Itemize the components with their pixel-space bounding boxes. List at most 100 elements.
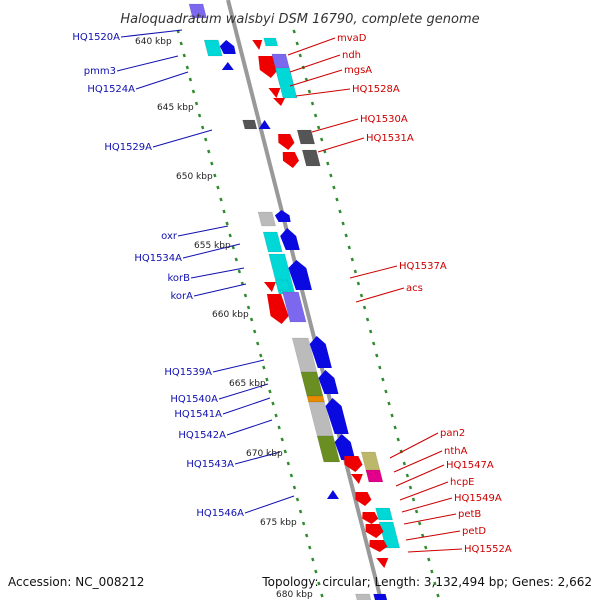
track-tick: [320, 137, 324, 142]
gene-label-left: HQ1546A: [196, 508, 244, 519]
track-tick: [420, 533, 425, 538]
topology-text: Topology: circular; Length: 3,132,494 bp…: [261, 575, 592, 589]
label-connector: [317, 137, 365, 153]
gene-arrow-reverse: [365, 524, 384, 538]
track-tick: [402, 461, 406, 466]
gene-arrow-reverse: [258, 56, 278, 78]
track-tick: [347, 245, 351, 250]
track-tick: [256, 341, 260, 346]
track-tick: [405, 473, 410, 478]
track-tick: [307, 89, 312, 94]
gene-label-left: korB: [167, 273, 190, 284]
track-tick: [378, 365, 382, 370]
gene-label-right: HQ1547A: [446, 460, 494, 471]
track-tick: [326, 161, 330, 166]
kbp-tick-label: 655 kbp: [194, 241, 231, 251]
track-tick: [298, 509, 303, 514]
gene-triangle: [326, 490, 339, 499]
track-tick: [277, 425, 281, 430]
gene-arrow-forward: [309, 336, 332, 368]
track-tick: [375, 353, 379, 358]
track-tick: [286, 461, 290, 466]
track-tick: [216, 185, 220, 190]
gene-block: [373, 593, 388, 600]
track-tick: [249, 317, 254, 322]
gene-arrow-reverse: [266, 294, 289, 324]
track-tick: [314, 569, 318, 574]
label-connector: [226, 419, 273, 436]
track-tick: [390, 413, 394, 418]
track-tick: [289, 473, 294, 478]
gene-block: [282, 291, 307, 323]
label-connector: [287, 37, 336, 56]
track-tick: [207, 149, 211, 154]
track-tick: [359, 293, 364, 298]
gene-arrow-reverse: [362, 512, 379, 524]
gene-label-right: HQ1531A: [366, 133, 414, 144]
track-tick: [396, 437, 400, 442]
gene-triangle: [263, 282, 276, 292]
gene-arrow-reverse: [355, 492, 372, 506]
track-tick: [268, 389, 272, 394]
track-tick: [185, 65, 190, 70]
gene-label-right: acs: [406, 283, 423, 294]
track-tick: [350, 257, 354, 262]
track-tick: [292, 29, 296, 34]
track-tick: [259, 353, 263, 358]
kbp-tick-label: 680 kbp: [276, 590, 313, 600]
gene-label-right: HQ1528A: [352, 84, 400, 95]
track-tick: [317, 581, 321, 586]
track-tick: [304, 533, 309, 538]
gene-label-left: HQ1541A: [174, 409, 222, 420]
gene-label-left: korA: [170, 291, 193, 302]
gene-triangle: [221, 62, 234, 70]
track-tick: [200, 125, 205, 130]
gene-block: [375, 507, 393, 521]
gene-triangle: [350, 474, 363, 484]
track-tick: [436, 593, 440, 598]
gene-triangle: [268, 88, 281, 98]
track-tick: [417, 521, 422, 526]
track-tick: [274, 413, 278, 418]
gene-label-right: pan2: [440, 428, 465, 439]
gene-arrow-forward: [288, 260, 312, 290]
track-tick: [191, 89, 196, 94]
track-tick: [252, 329, 257, 334]
gene-label-right: petD: [462, 526, 486, 537]
gene-label-right: petB: [458, 509, 481, 520]
track-tick: [387, 401, 391, 406]
track-tick: [298, 53, 302, 58]
track-tick: [310, 101, 315, 106]
label-connector: [393, 450, 443, 473]
gene-block: [262, 231, 283, 253]
label-connector: [403, 513, 457, 525]
track-tick: [243, 293, 248, 298]
track-tick: [362, 305, 367, 310]
track-tick: [231, 245, 235, 250]
gene-block: [188, 3, 207, 19]
gene-arrow-reverse: [278, 134, 295, 150]
label-connector: [289, 69, 343, 87]
gene-label-left: HQ1540A: [170, 394, 218, 405]
track-tick: [381, 377, 385, 382]
gene-block: [360, 451, 381, 473]
label-connector: [355, 287, 405, 303]
kbp-tick-label: 650 kbp: [176, 172, 213, 182]
gene-label-right: hcpE: [450, 477, 475, 488]
track-tick: [313, 113, 318, 118]
track-tick: [393, 425, 397, 430]
track-tick: [265, 377, 269, 382]
track-tick: [295, 41, 299, 46]
label-connector: [222, 397, 271, 415]
label-connector: [234, 451, 281, 465]
label-connector: [182, 243, 241, 259]
track-tick: [222, 209, 226, 214]
label-connector: [395, 464, 445, 487]
gene-block: [355, 593, 372, 600]
gene-block: [301, 149, 321, 167]
gene-block: [316, 435, 341, 463]
track-tick: [283, 449, 287, 454]
label-connector: [295, 88, 351, 97]
track-tick: [344, 233, 348, 238]
